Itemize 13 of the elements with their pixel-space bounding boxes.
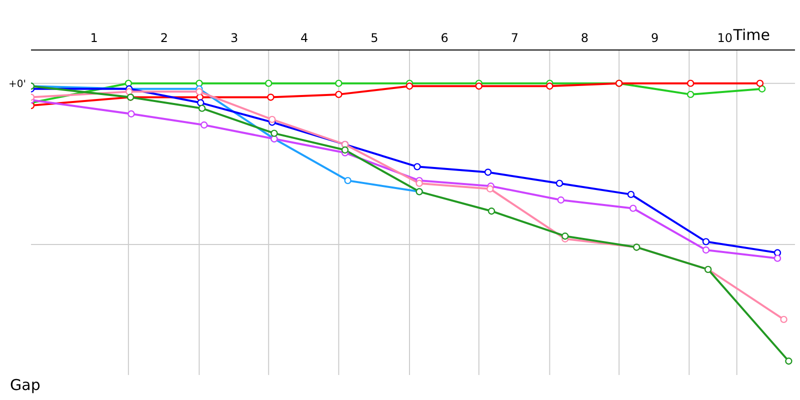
x-tick-label: 7 — [510, 31, 518, 45]
x-tick-label: 10 — [717, 31, 733, 45]
x-tick-label: 1 — [90, 31, 98, 45]
ref-line-label: +0' — [8, 78, 26, 90]
x-tick-label: 5 — [370, 31, 378, 45]
x-tick-label: 2 — [160, 31, 168, 45]
x-tick-label: 4 — [300, 31, 308, 45]
x-axis-title: Time — [733, 26, 770, 44]
x-tick-label: 9 — [650, 31, 659, 45]
x-tick-label: 6 — [440, 31, 448, 45]
y-axis-title: Gap — [10, 376, 40, 394]
x-tick-label: 3 — [230, 31, 238, 45]
x-tick-label: 8 — [580, 31, 589, 45]
